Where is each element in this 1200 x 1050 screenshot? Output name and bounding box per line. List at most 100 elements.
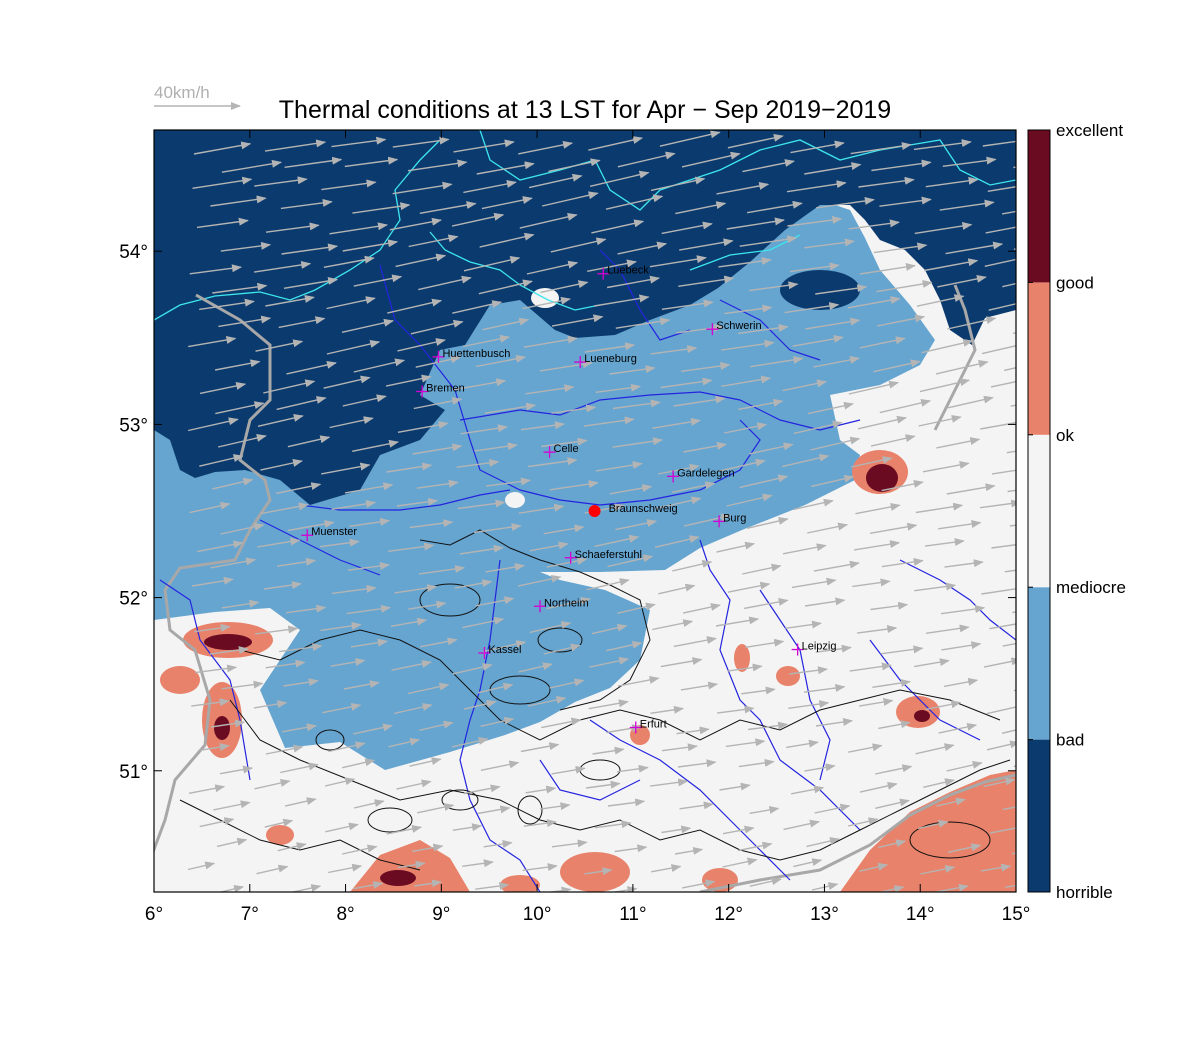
wind-vector	[518, 662, 553, 673]
wind-vector	[1006, 450, 1016, 454]
wind-vector	[529, 541, 569, 552]
wind-vector	[739, 474, 789, 489]
wind-vector-field	[187, 130, 1016, 892]
wind-vector	[925, 176, 979, 188]
wind-vector	[1002, 642, 1016, 647]
wind-vector	[683, 441, 728, 453]
wind-vector	[942, 156, 997, 167]
colorbar-segment	[1028, 739, 1050, 892]
city-marker: Bremen	[416, 383, 465, 398]
wind-vector	[852, 578, 891, 588]
wind-vector	[518, 140, 574, 155]
wind-vector	[1001, 210, 1016, 215]
wind-vector	[922, 461, 970, 473]
city-marker: Muenster	[301, 526, 357, 542]
wind-vector	[1001, 729, 1016, 734]
wind-vector	[657, 463, 700, 475]
wind-vector	[409, 757, 442, 767]
wind-vector	[408, 600, 447, 610]
x-tick-label: 11°	[619, 904, 646, 925]
wind-vector	[522, 296, 571, 310]
wind-vector	[612, 399, 661, 410]
wind-vector	[787, 216, 843, 227]
colorbar-label: bad	[1056, 731, 1084, 750]
wind-vector	[683, 513, 732, 527]
wind-vector	[257, 414, 304, 427]
wind-vector	[526, 260, 579, 275]
wind-vector	[452, 300, 503, 314]
wind-vector	[803, 684, 846, 693]
wind-vector	[848, 817, 879, 827]
wind-vector	[341, 318, 394, 333]
wind-vector	[616, 764, 649, 773]
wind-vector	[986, 706, 1016, 715]
wind-vector	[937, 274, 987, 288]
wind-vector	[279, 643, 323, 653]
wind-vector	[721, 375, 772, 387]
wind-vector	[793, 858, 823, 868]
wind-vector	[407, 159, 468, 172]
wind-vector	[727, 581, 771, 593]
wind-vector	[583, 416, 635, 427]
wind-vector	[749, 805, 780, 814]
wind-vector	[460, 424, 508, 435]
wind-vector	[914, 222, 973, 235]
wind-vector	[743, 598, 789, 610]
wind-vector	[344, 156, 399, 168]
wind-vector	[331, 136, 387, 148]
wind-vector	[857, 415, 907, 430]
city-label: Schwerin	[716, 320, 761, 332]
wind-vector	[873, 242, 928, 254]
wind-vector	[595, 461, 643, 472]
wind-vector	[650, 705, 684, 714]
wind-vector	[783, 819, 820, 831]
wind-vector	[352, 439, 400, 452]
wind-vector	[726, 493, 773, 507]
wind-vector	[722, 857, 758, 868]
wind-vector	[529, 621, 572, 634]
wind-vector	[881, 557, 924, 568]
wind-vector	[463, 179, 517, 194]
wind-vector	[199, 298, 255, 311]
wind-vector	[221, 159, 282, 173]
wind-vector	[353, 723, 394, 735]
map-frame	[153, 129, 1017, 893]
wind-vector	[739, 235, 798, 247]
wind-vector	[661, 221, 713, 235]
wind-vector	[738, 398, 784, 411]
wind-vector	[485, 563, 525, 573]
wind-vector	[935, 360, 989, 375]
wind-vector	[986, 740, 1016, 751]
wind-vector	[328, 741, 366, 753]
wind-vector	[719, 782, 751, 791]
wind-vector	[945, 241, 1004, 255]
x-tick-label: 10°	[523, 904, 552, 925]
wind-vector	[462, 616, 505, 629]
city-label: Braunschweig	[609, 503, 678, 515]
wind-vector	[615, 519, 658, 531]
wind-vector	[814, 803, 851, 814]
wind-vector	[925, 700, 962, 711]
colorbar-label: good	[1056, 273, 1094, 292]
wind-vector	[519, 212, 578, 229]
city-marker: Schwerin	[706, 320, 762, 336]
wind-vector	[342, 844, 378, 855]
wind-vector	[724, 422, 768, 434]
wind-vector	[254, 176, 308, 187]
wind-vector	[592, 746, 625, 755]
colorbar-label: ok	[1056, 426, 1074, 445]
wind-vector	[918, 414, 962, 427]
wind-vector	[652, 417, 701, 429]
wind-vector	[329, 222, 388, 235]
wind-vector	[791, 577, 837, 589]
wind-vector	[218, 315, 272, 328]
wind-vector	[847, 296, 901, 309]
wind-vector	[612, 437, 664, 448]
wind-vector	[413, 397, 463, 410]
wind-vector	[943, 677, 979, 688]
wind-vector	[872, 678, 911, 688]
wind-vector	[991, 544, 1016, 549]
wind-vector	[792, 334, 844, 347]
wind-vector	[652, 619, 694, 631]
city-label: Kassel	[488, 644, 521, 656]
